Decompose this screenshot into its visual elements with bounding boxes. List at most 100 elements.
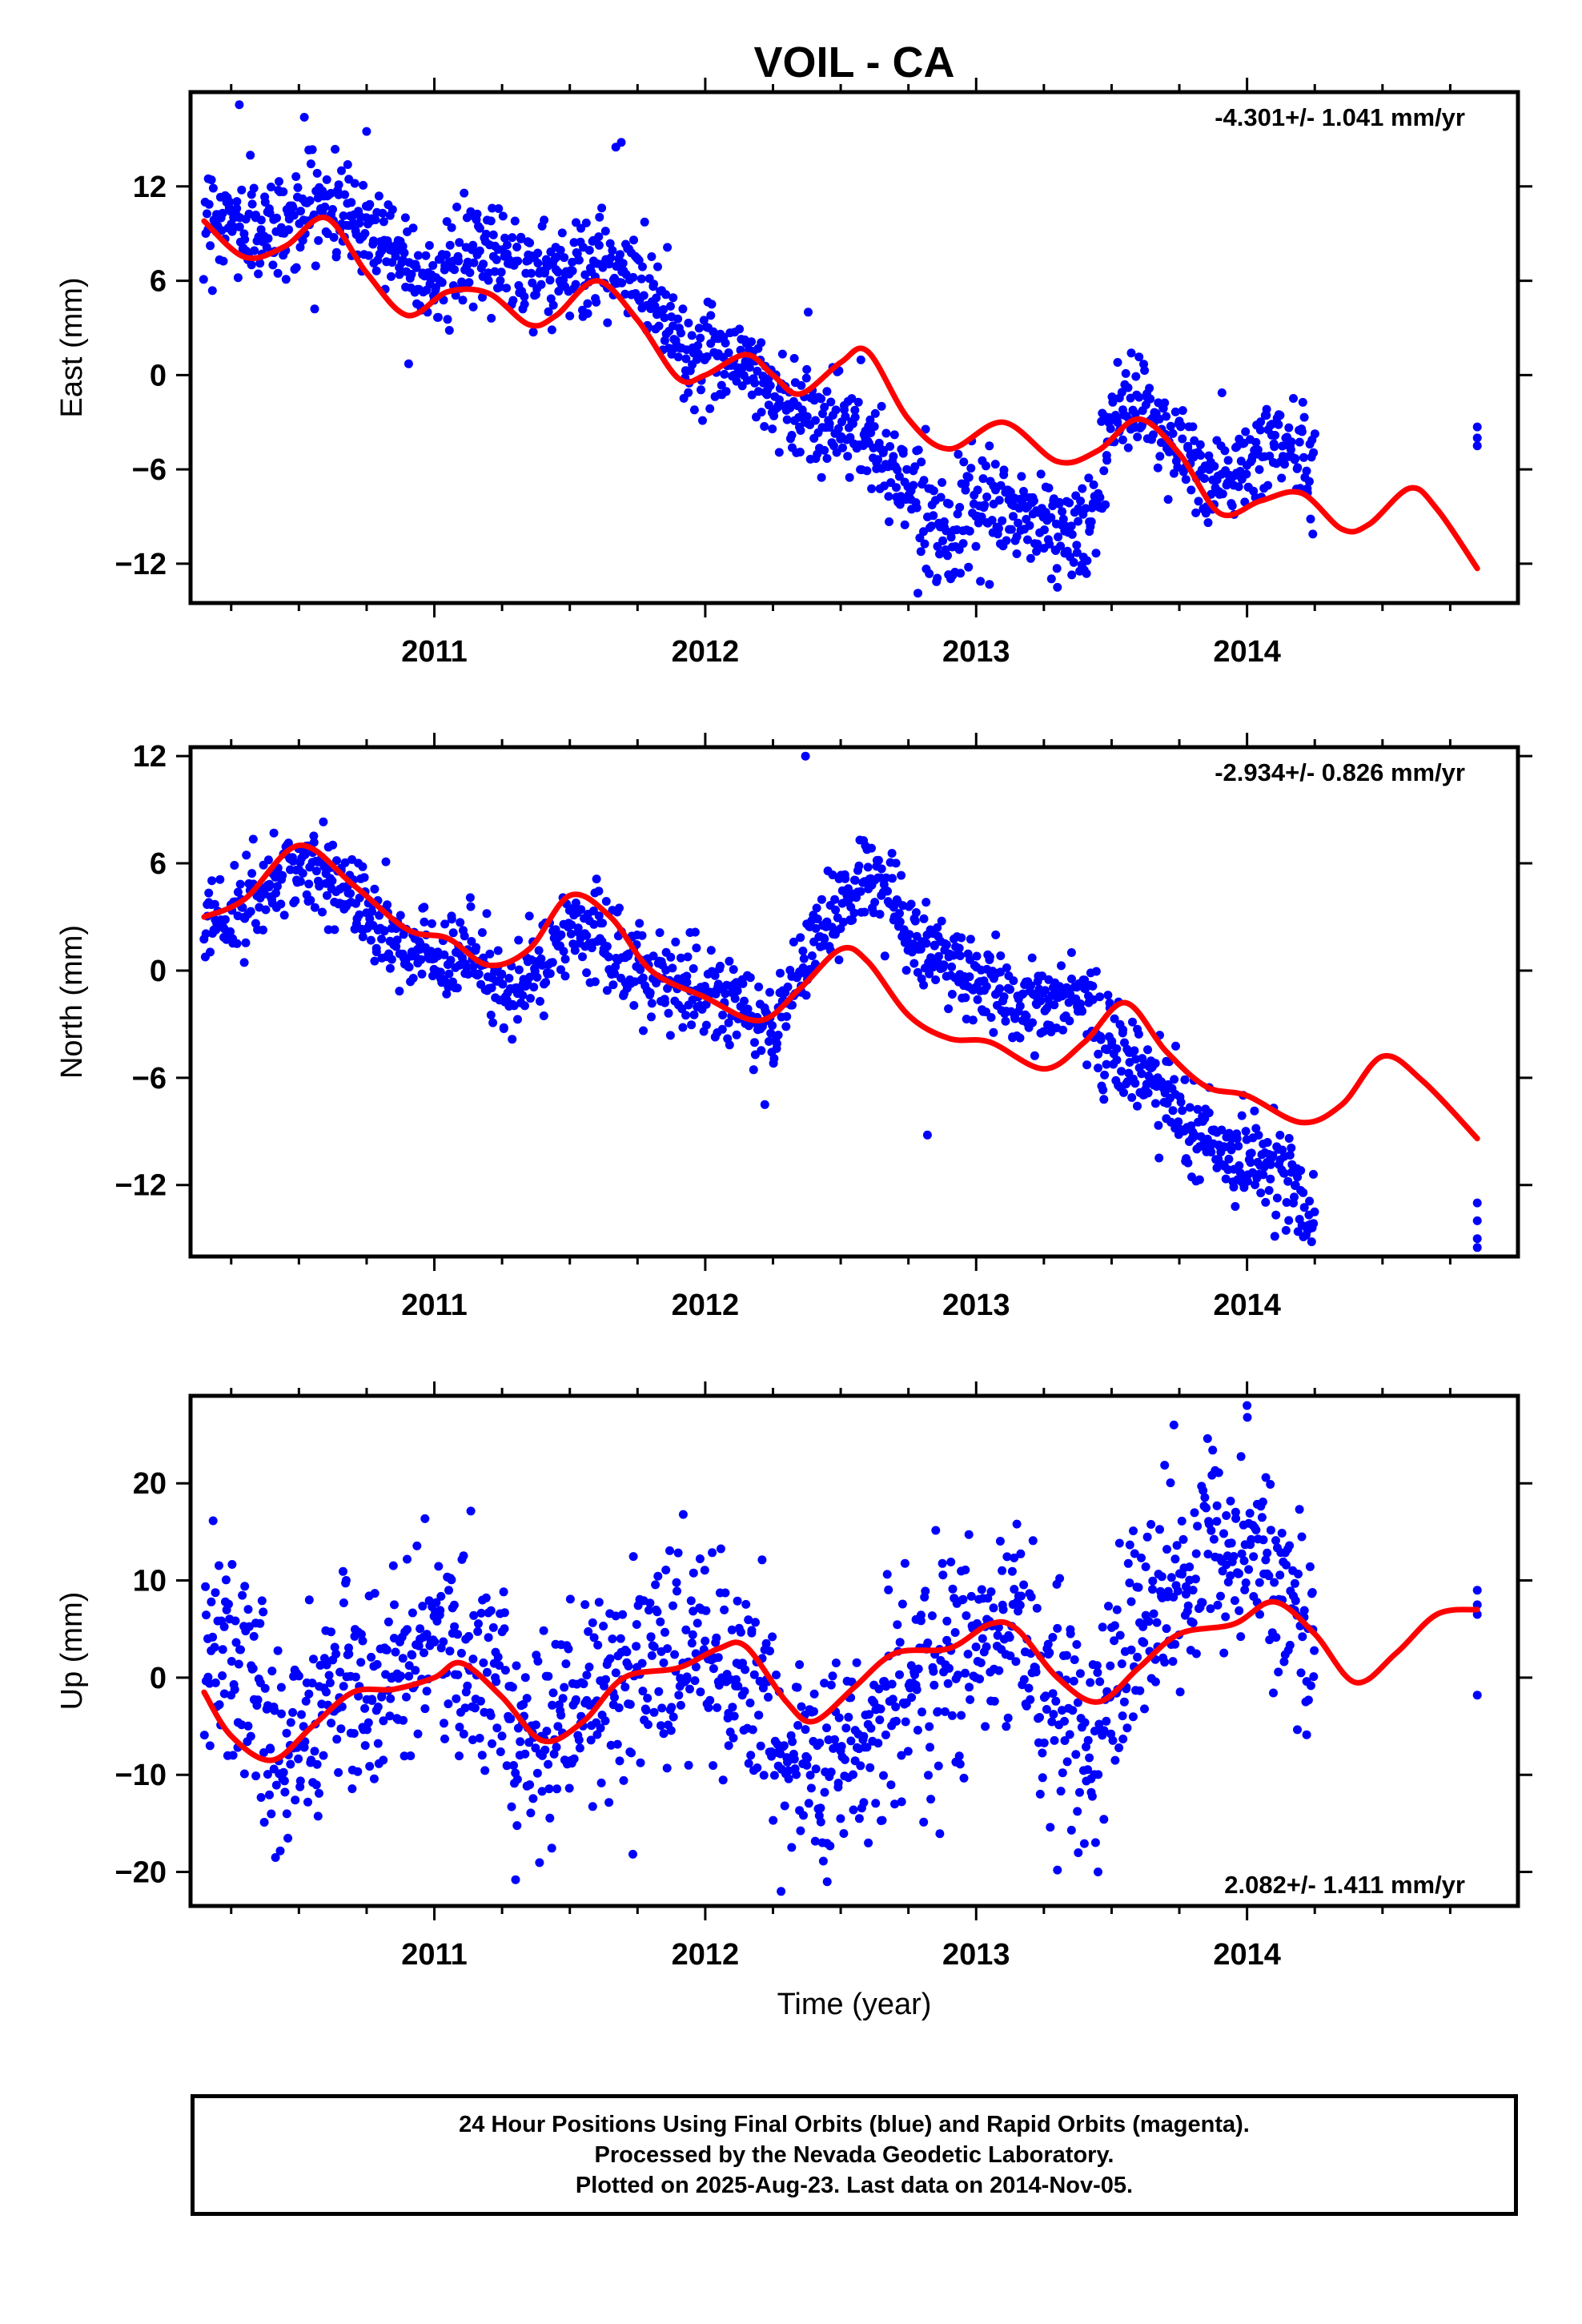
data-point [946,1558,956,1566]
data-point [744,1759,753,1768]
data-point [1058,507,1067,517]
data-point [569,1754,579,1763]
data-point [1048,1689,1058,1699]
data-point [247,869,257,879]
data-point [1129,1526,1138,1536]
data-point [483,1667,492,1677]
data-point [267,183,275,191]
data-point [1156,438,1166,448]
data-point [957,1711,966,1720]
data-point [470,1703,480,1713]
data-point [1256,417,1266,427]
data-point [1094,1049,1103,1059]
data-point [1239,1556,1249,1566]
data-point [1095,493,1105,502]
data-point [282,1728,291,1738]
data-point [1102,1716,1111,1726]
data-point [820,1787,829,1797]
data-point [447,1575,456,1585]
data-point [1290,1578,1299,1588]
chart-title: VOIL - CA [753,38,954,86]
data-point [508,296,518,305]
data-point [407,270,416,279]
data-point [1270,1578,1279,1587]
data-point [322,1687,331,1697]
data-point [757,1046,766,1055]
data-point [513,256,523,266]
data-point [1080,1718,1090,1727]
data-point [917,1707,926,1717]
data-point [833,1779,843,1787]
data-point [319,862,329,871]
data-point [975,1675,985,1684]
data-point [510,216,520,226]
data-point [1150,1677,1160,1687]
data-point [733,986,742,995]
data-point [964,562,974,572]
data-point [1028,1018,1038,1027]
data-point [387,271,396,281]
data-point [931,975,941,984]
data-point [1305,1562,1315,1571]
data-point [1067,974,1076,983]
data-point [888,874,897,883]
data-point [298,869,307,878]
y-tick-label: 6 [150,847,167,881]
data-point [485,949,495,959]
data-point [273,1646,283,1655]
data-point [608,1634,617,1643]
data-point [645,1598,655,1608]
data-point [848,915,857,925]
data-point [860,907,869,917]
data-point [817,394,826,404]
data-point [669,1712,678,1722]
data-point [1073,1698,1082,1707]
data-point [1148,1576,1158,1586]
data-point [1308,529,1318,539]
data-point [1251,1526,1261,1534]
data-point [243,1605,253,1614]
data-point [459,1729,468,1739]
data-point [601,897,611,906]
data-point [657,1703,667,1713]
data-point [753,366,762,376]
data-point [1024,1683,1034,1693]
data-point [1022,1701,1031,1711]
data-point [249,183,259,193]
data-point [616,138,626,147]
data-point [773,1031,783,1039]
data-point [749,1065,758,1075]
data-point [240,235,250,244]
data-point [966,1695,975,1704]
data-point [636,274,646,283]
x-tick-label: 2011 [401,635,467,669]
data-point [413,251,423,260]
data-point [792,1770,801,1779]
data-point [905,930,914,939]
data-point [849,1805,858,1815]
data-point [452,983,462,993]
data-point [1266,1174,1275,1184]
data-point [236,1645,245,1655]
data-point [520,292,529,301]
data-point [588,1618,597,1627]
data-point [1053,1865,1062,1875]
data-point [288,203,298,212]
data-point [373,1703,383,1711]
data-point [569,238,579,247]
data-point [432,1598,441,1607]
data-point [640,217,649,227]
data-point [1038,971,1047,981]
data-point [788,1737,797,1747]
data-point [774,448,784,457]
data-point [424,241,434,250]
data-point [474,1619,483,1629]
data-point [318,907,327,917]
data-point [1133,1101,1142,1111]
data-point [559,947,568,956]
data-point [477,1751,487,1760]
data-point [1067,570,1077,580]
data-point [912,1685,921,1695]
data-point [548,1700,557,1710]
